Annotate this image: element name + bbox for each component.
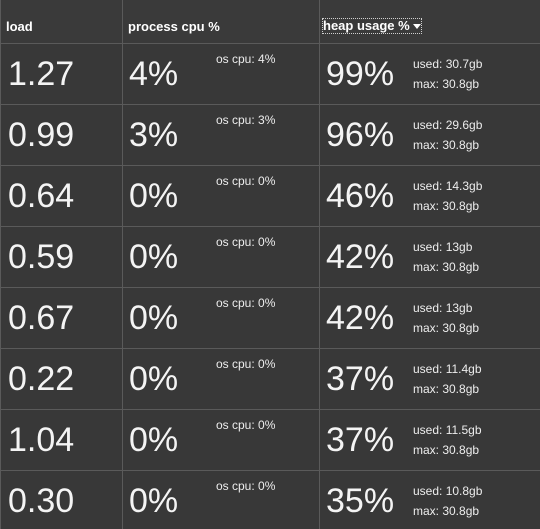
heap-usage-value: 37% [326,421,395,459]
heap-max-value: max: 30.8gb [413,443,480,457]
table-row: 0.67 0% os cpu: 0% 42% used: 13gb max: 3… [0,287,540,349]
heap-usage-cell: 42% used: 13gb max: 30.8gb [319,287,540,349]
table-row: 0.59 0% os cpu: 0% 42% used: 13gb max: 3… [0,226,540,288]
heap-used-value: used: 13gb [413,240,473,254]
column-header-process-cpu[interactable]: process cpu % [122,0,320,44]
table-row: 0.30 0% os cpu: 0% 35% used: 10.8gb max:… [0,470,540,529]
os-cpu-value: os cpu: 0% [216,296,276,310]
process-cpu-cell: 4% os cpu: 4% [122,43,320,105]
table-row: 1.27 4% os cpu: 4% 99% used: 30.7gb max:… [0,43,540,105]
heap-used-value: used: 10.8gb [413,484,483,498]
table-row: 0.99 3% os cpu: 3% 96% used: 29.6gb max:… [0,104,540,166]
heap-max-value: max: 30.8gb [413,260,480,274]
heap-usage-cell: 37% used: 11.5gb max: 30.8gb [319,409,540,471]
heap-usage-value: 37% [326,360,395,398]
column-header-load[interactable]: load [0,0,123,44]
load-cell: 0.64 [0,165,123,227]
column-header-process-cpu-label: process cpu % [128,19,220,34]
heap-max-value: max: 30.8gb [413,321,480,335]
heap-used-value: used: 11.5gb [413,423,482,437]
column-header-heap-usage-focus[interactable]: heap usage % [322,18,422,34]
process-cpu-value: 0% [129,482,179,520]
heap-used-value: used: 29.6gb [413,118,483,132]
load-value: 0.30 [8,482,75,520]
process-cpu-cell: 3% os cpu: 3% [122,104,320,166]
table-body: 1.27 4% os cpu: 4% 99% used: 30.7gb max:… [0,43,540,529]
process-cpu-cell: 0% os cpu: 0% [122,470,320,529]
table-header-row: load process cpu % heap usage % [0,0,540,44]
load-value: 0.99 [8,116,75,154]
load-cell: 0.67 [0,287,123,349]
load-cell: 1.04 [0,409,123,471]
load-value: 1.27 [8,55,75,93]
heap-usage-cell: 42% used: 13gb max: 30.8gb [319,226,540,288]
os-cpu-value: os cpu: 0% [216,418,276,432]
heap-max-value: max: 30.8gb [413,77,480,91]
heap-used-value: used: 13gb [413,301,473,315]
table-row: 1.04 0% os cpu: 0% 37% used: 11.5gb max:… [0,409,540,471]
load-cell: 1.27 [0,43,123,105]
os-cpu-value: os cpu: 0% [216,235,276,249]
heap-max-value: max: 30.8gb [413,382,480,396]
process-cpu-value: 0% [129,177,179,215]
process-cpu-value: 4% [129,55,179,93]
load-cell: 0.59 [0,226,123,288]
heap-usage-cell: 35% used: 10.8gb max: 30.8gb [319,470,540,529]
load-value: 0.64 [8,177,75,215]
heap-usage-value: 35% [326,482,395,520]
load-value: 0.67 [8,299,75,337]
heap-usage-cell: 96% used: 29.6gb max: 30.8gb [319,104,540,166]
process-cpu-value: 0% [129,360,179,398]
process-cpu-value: 0% [129,299,179,337]
process-cpu-value: 0% [129,421,179,459]
os-cpu-value: os cpu: 0% [216,174,276,188]
process-cpu-value: 0% [129,238,179,276]
load-cell: 0.22 [0,348,123,410]
heap-usage-value: 96% [326,116,395,154]
load-value: 1.04 [8,421,75,459]
heap-used-value: used: 14.3gb [413,179,483,193]
heap-usage-value: 99% [326,55,395,93]
column-header-heap-usage-label: heap usage % [323,18,410,33]
heap-usage-value: 46% [326,177,395,215]
os-cpu-value: os cpu: 3% [216,113,276,127]
process-cpu-cell: 0% os cpu: 0% [122,409,320,471]
column-header-heap-usage[interactable]: heap usage % [319,0,540,44]
os-cpu-value: os cpu: 0% [216,479,276,493]
heap-usage-cell: 46% used: 14.3gb max: 30.8gb [319,165,540,227]
table-row: 0.64 0% os cpu: 0% 46% used: 14.3gb max:… [0,165,540,227]
process-cpu-cell: 0% os cpu: 0% [122,287,320,349]
caret-down-icon [412,24,421,30]
heap-usage-value: 42% [326,238,395,276]
process-cpu-value: 3% [129,116,179,154]
load-cell: 0.99 [0,104,123,166]
heap-usage-cell: 99% used: 30.7gb max: 30.8gb [319,43,540,105]
process-cpu-cell: 0% os cpu: 0% [122,165,320,227]
heap-max-value: max: 30.8gb [413,504,480,518]
heap-max-value: max: 30.8gb [413,138,480,152]
table-row: 0.22 0% os cpu: 0% 37% used: 11.4gb max:… [0,348,540,410]
heap-usage-cell: 37% used: 11.4gb max: 30.8gb [319,348,540,410]
load-cell: 0.30 [0,470,123,529]
os-cpu-value: os cpu: 0% [216,357,276,371]
os-cpu-value: os cpu: 4% [216,52,276,66]
load-value: 0.22 [8,360,75,398]
column-header-load-label: load [6,19,33,34]
load-value: 0.59 [8,238,75,276]
heap-max-value: max: 30.8gb [413,199,480,213]
process-cpu-cell: 0% os cpu: 0% [122,226,320,288]
heap-used-value: used: 30.7gb [413,57,483,71]
heap-usage-value: 42% [326,299,395,337]
heap-used-value: used: 11.4gb [413,362,482,376]
process-cpu-cell: 0% os cpu: 0% [122,348,320,410]
